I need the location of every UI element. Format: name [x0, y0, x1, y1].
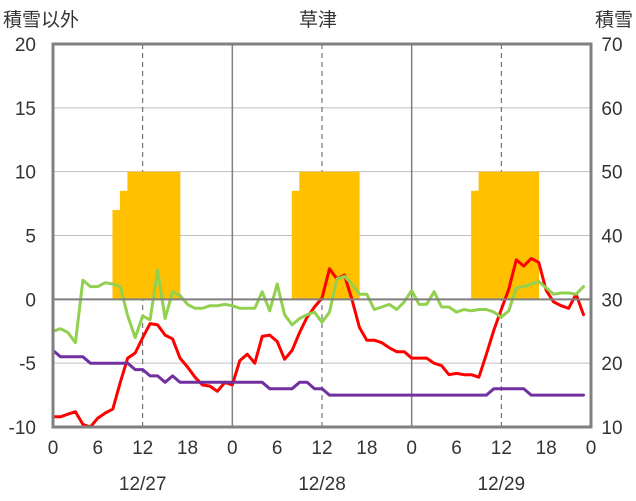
snow-depth-bars [112, 171, 539, 300]
snow-depth-bar [112, 209, 121, 300]
x-tick-label: 12 [491, 438, 512, 459]
x-tick-label: 6 [93, 438, 104, 459]
snow-depth-bar [157, 171, 166, 300]
snow-depth-bar [142, 171, 151, 300]
snow-depth-bar [530, 171, 539, 300]
snow-depth-bar [344, 171, 353, 300]
snow-depth-bar [119, 190, 129, 300]
plot-frame [51, 42, 593, 429]
x-tick-label: 18 [536, 438, 557, 459]
y-left-tick-label: -5 [19, 354, 36, 375]
x-tick-label: 6 [272, 438, 283, 459]
y-right-tick-label: 50 [601, 163, 622, 184]
series-lines [51, 257, 585, 429]
y-right-tick-label: 30 [601, 290, 622, 311]
right-axis-label: 積雪 [595, 9, 633, 31]
snow-depth-bar [149, 171, 158, 300]
snow-depth-bar [134, 171, 143, 300]
snow-depth-bar [321, 171, 330, 300]
snow-depth-bar [471, 190, 480, 300]
series-line [51, 348, 585, 397]
x-tick-label: 0 [48, 438, 59, 459]
x-tick-label: 18 [356, 438, 377, 459]
x-tick-label: 12 [132, 438, 153, 459]
x-tick-label: 18 [177, 438, 198, 459]
y-left-tick-label: 0 [25, 290, 36, 311]
snow-depth-bar [314, 171, 323, 300]
y-left-tick-label: 10 [15, 163, 36, 184]
y-left-tick-label: 5 [25, 227, 36, 248]
snow-depth-bar [351, 171, 360, 300]
snow-depth-bar [478, 171, 487, 300]
snow-depth-bar [291, 190, 300, 300]
x-tick-label: 0 [406, 438, 417, 459]
y-left-tick-label: -10 [9, 418, 36, 439]
date-label: 12/28 [298, 474, 346, 495]
y-right-tick-label: 40 [601, 227, 622, 248]
snow-depth-bar [486, 171, 495, 300]
snow-depth-bar [164, 171, 173, 300]
snow-depth-bar [127, 171, 136, 300]
snow-depth-bar [306, 171, 315, 300]
y-left-tick-label: 15 [15, 99, 36, 120]
y-right-tick-label: 20 [601, 354, 622, 375]
series-line [51, 268, 585, 345]
snow-depth-bar [501, 171, 510, 300]
x-tick-label: 6 [451, 438, 462, 459]
snow-depth-bar [172, 171, 181, 300]
left-axis-label: 積雪以外 [3, 9, 79, 31]
date-label: 12/27 [119, 474, 167, 495]
series-line [51, 257, 585, 429]
x-tick-label: 12 [311, 438, 332, 459]
snow-depth-bar [329, 171, 338, 300]
x-tick-label: 0 [586, 438, 597, 459]
snow-depth-bar [508, 171, 517, 300]
y-left-tick-label: 20 [15, 35, 36, 56]
snow-depth-bar [493, 171, 502, 300]
x-tick-label: 0 [227, 438, 238, 459]
date-label: 12/29 [478, 474, 526, 495]
y-right-tick-label: 60 [601, 99, 622, 120]
snow-depth-bar [336, 171, 345, 300]
chart-title: 草津 [299, 9, 337, 31]
snow-depth-bar [515, 171, 525, 300]
snow-depth-bar [299, 171, 308, 300]
y-right-tick-label: 10 [601, 418, 622, 439]
snow-depth-bar [523, 171, 532, 300]
y-right-tick-label: 70 [601, 35, 622, 56]
